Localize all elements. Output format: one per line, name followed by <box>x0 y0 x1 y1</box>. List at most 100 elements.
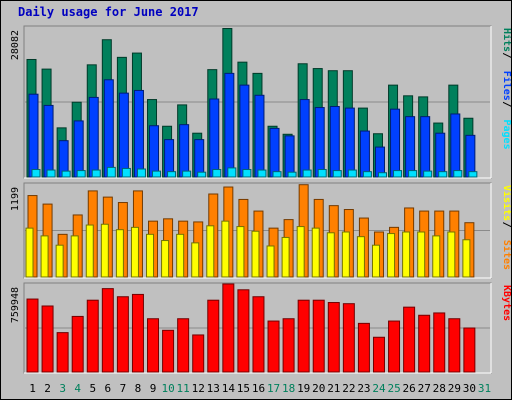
x-tick-label-day-11: 11 <box>177 382 190 395</box>
bar-pages-day-29 <box>453 170 463 178</box>
bar-kbytes-day-26 <box>403 306 416 373</box>
x-tick-label-day-23: 23 <box>357 382 370 395</box>
bar-files-day-16 <box>254 94 265 178</box>
bar-kbytes-day-6 <box>101 288 114 373</box>
x-tick-label-day-3: 3 <box>59 382 66 395</box>
bar-kbytes-day-14 <box>222 283 235 373</box>
bar-visits-day-6 <box>100 223 109 278</box>
legend-separator: / <box>501 52 511 58</box>
bar-visits-day-7 <box>115 229 124 278</box>
bar-pages-day-1 <box>31 169 41 178</box>
bar-kbytes-day-13 <box>207 299 220 373</box>
bar-pages-day-9 <box>152 170 162 178</box>
bar-kbytes-day-21 <box>327 302 340 373</box>
bar-pages-day-25 <box>393 170 403 178</box>
bar-kbytes-day-25 <box>388 320 401 373</box>
bar-pages-day-27 <box>423 170 433 178</box>
bar-files-day-21 <box>329 105 340 178</box>
bar-kbytes-day-18 <box>282 318 295 373</box>
bar-pages-day-22 <box>347 169 357 178</box>
x-tick-label-day-22: 22 <box>342 382 355 395</box>
bar-pages-day-17 <box>272 171 282 178</box>
bar-visits-day-2 <box>40 235 49 278</box>
legend-files: Files <box>501 71 511 101</box>
bar-visits-day-22 <box>341 231 350 278</box>
bar-files-day-15 <box>239 84 250 178</box>
bar-visits-day-3 <box>55 244 64 278</box>
bar-kbytes-day-29 <box>448 318 461 373</box>
chart-title: Daily usage for June 2017 <box>18 5 199 19</box>
bar-pages-day-8 <box>136 168 146 178</box>
bar-files-day-5 <box>88 96 99 178</box>
bar-pages-day-18 <box>287 171 297 178</box>
bar-files-day-7 <box>118 92 129 178</box>
bar-kbytes-day-1 <box>26 298 39 373</box>
bar-kbytes-day-23 <box>357 322 370 373</box>
bar-files-day-18 <box>284 135 295 178</box>
bar-files-day-29 <box>450 113 461 178</box>
bar-visits-day-4 <box>70 235 79 278</box>
bar-kbytes-day-24 <box>372 336 385 373</box>
bar-kbytes-day-7 <box>116 296 129 373</box>
bar-files-day-28 <box>435 132 446 178</box>
x-tick-label-day-2: 2 <box>44 382 51 395</box>
bar-files-day-22 <box>344 107 355 178</box>
legend-kbytes: KBytes <box>501 285 511 321</box>
bar-pages-day-30 <box>468 171 478 178</box>
bar-kbytes-day-30 <box>463 327 476 373</box>
bar-visits-day-9 <box>146 233 155 278</box>
bar-files-day-13 <box>209 98 220 178</box>
y-max-label-visits-sites: 1199 <box>10 187 21 211</box>
legend-visits: Visits <box>501 185 511 221</box>
bar-kbytes-day-12 <box>192 334 205 373</box>
x-tick-label-day-18: 18 <box>282 382 295 395</box>
bar-kbytes-day-16 <box>252 296 265 373</box>
bar-pages-day-14 <box>227 167 237 178</box>
bar-visits-day-10 <box>161 240 170 278</box>
bar-pages-day-21 <box>332 170 342 178</box>
bar-kbytes-day-4 <box>71 315 84 373</box>
bar-visits-day-24 <box>371 244 380 278</box>
x-tick-label-day-28: 28 <box>433 382 446 395</box>
bar-pages-day-19 <box>302 169 312 178</box>
bar-pages-day-12 <box>197 171 207 178</box>
x-tick-label-day-12: 12 <box>192 382 205 395</box>
bar-files-day-4 <box>73 120 84 178</box>
bar-pages-day-28 <box>438 171 448 178</box>
legend-separator: / <box>501 222 511 228</box>
bar-kbytes-day-9 <box>147 318 160 373</box>
x-tick-label-day-19: 19 <box>297 382 310 395</box>
bar-files-day-1 <box>28 93 39 178</box>
bar-pages-day-3 <box>61 170 71 178</box>
legend-separator: / <box>501 101 511 107</box>
bar-visits-day-8 <box>130 226 139 278</box>
bar-kbytes-day-15 <box>237 289 250 373</box>
bar-pages-day-5 <box>91 169 101 178</box>
x-tick-label-day-9: 9 <box>150 382 157 395</box>
bar-files-day-2 <box>43 104 54 178</box>
bar-kbytes-day-8 <box>131 293 144 373</box>
bar-pages-day-10 <box>167 171 177 178</box>
x-tick-label-day-20: 20 <box>312 382 325 395</box>
bar-files-day-12 <box>194 139 205 178</box>
x-tick-label-day-30: 30 <box>463 382 476 395</box>
x-tick-label-day-24: 24 <box>372 382 386 395</box>
bar-pages-day-20 <box>317 169 327 178</box>
x-tick-label-day-14: 14 <box>222 382 236 395</box>
bar-pages-day-4 <box>76 170 86 178</box>
bar-visits-day-20 <box>311 227 320 278</box>
bar-visits-day-26 <box>402 231 411 278</box>
bar-kbytes-day-11 <box>177 318 190 373</box>
bar-kbytes-day-20 <box>312 299 325 373</box>
bar-kbytes-day-28 <box>433 312 446 373</box>
x-tick-label-day-25: 25 <box>387 382 400 395</box>
x-tick-label-day-21: 21 <box>327 382 340 395</box>
x-tick-label-day-7: 7 <box>120 382 127 395</box>
bar-pages-day-7 <box>121 167 131 178</box>
x-tick-label-day-15: 15 <box>237 382 250 395</box>
legend-pages: Pages <box>501 120 511 150</box>
bar-files-day-17 <box>269 127 280 178</box>
bar-kbytes-day-10 <box>162 329 175 373</box>
bar-files-day-8 <box>133 89 144 178</box>
